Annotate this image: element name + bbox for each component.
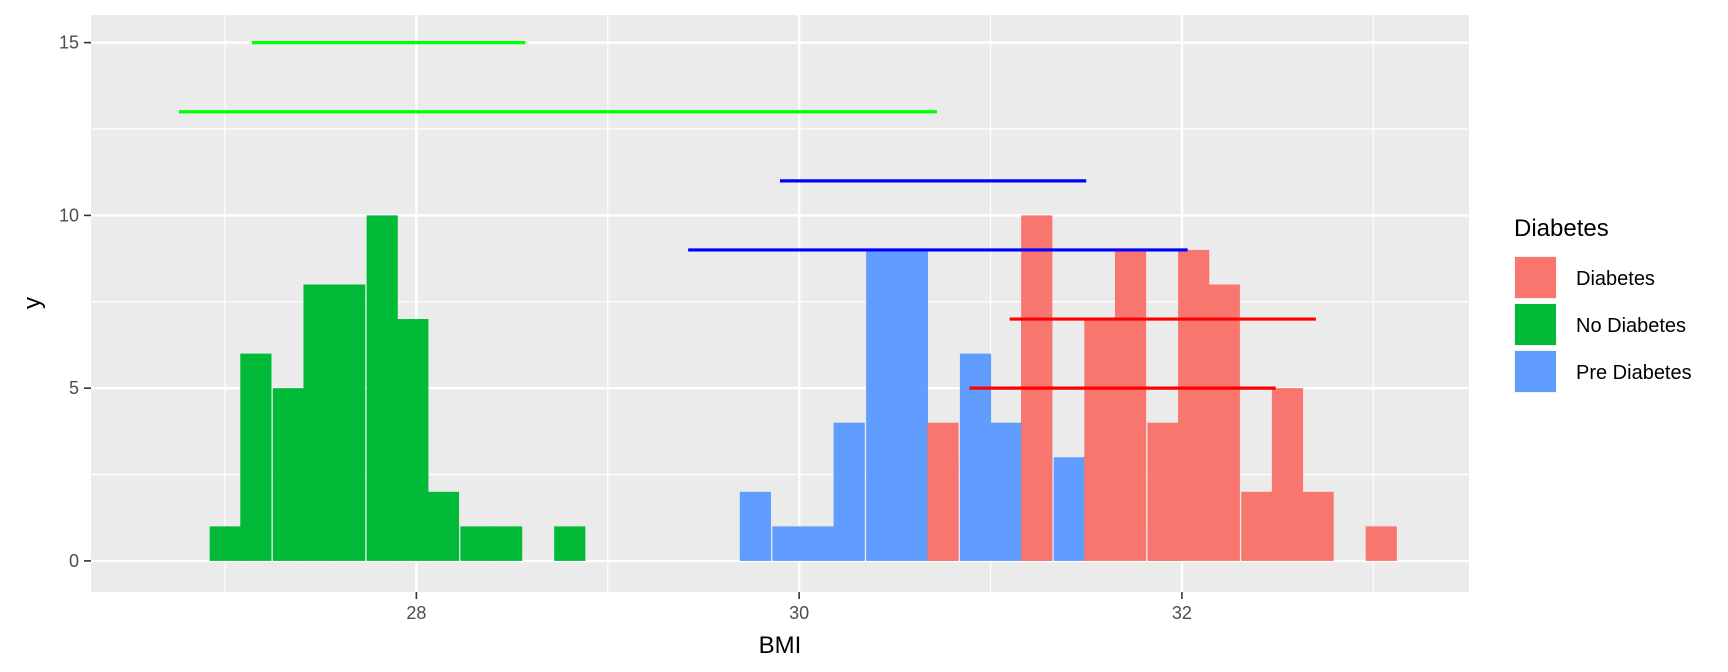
histogram-bar (1208, 284, 1240, 561)
histogram-bar (334, 284, 366, 561)
histogram-bar (896, 249, 928, 561)
histogram-bar (303, 284, 335, 561)
histogram-bar (240, 353, 272, 561)
histogram-bar (209, 526, 241, 561)
histogram-bar (1271, 388, 1304, 561)
histogram-bar (1241, 491, 1273, 561)
histogram-bar (554, 526, 586, 561)
legend-title: Diabetes (1514, 215, 1609, 242)
histogram-bar (833, 422, 865, 561)
histogram-bar (1053, 457, 1085, 561)
x-axis: 28 30 32 (406, 592, 1192, 623)
legend-swatch (1515, 351, 1556, 392)
histogram-bar (990, 422, 1022, 561)
x-tick-label: 28 (406, 603, 426, 623)
x-tick-label: 30 (789, 603, 809, 623)
legend: Diabetes Diabetes No Diabetes Pre Diabetes (1514, 215, 1692, 393)
y-tick-label: 10 (59, 205, 79, 225)
interval-segments (179, 41, 1316, 390)
histogram-bar (272, 388, 305, 561)
histogram-bar (1178, 249, 1210, 561)
legend-swatch (1515, 304, 1556, 345)
y-axis: 0 5 10 15 (59, 33, 91, 571)
x-tick-label: 32 (1172, 603, 1192, 623)
histogram-bar (1114, 249, 1147, 561)
histogram-bar (1147, 422, 1179, 561)
histogram-bar (491, 526, 523, 561)
y-tick-label: 15 (59, 33, 79, 53)
y-tick-label: 5 (69, 378, 79, 398)
histogram-bar (397, 319, 429, 561)
histogram-bar (460, 526, 492, 561)
legend-swatch (1515, 257, 1556, 298)
histogram-bars (209, 215, 1397, 561)
histogram-bar (1302, 491, 1334, 561)
y-axis-title: y (19, 297, 46, 309)
legend-label: No Diabetes (1576, 315, 1686, 337)
histogram-bar (866, 249, 898, 561)
legend-label: Pre Diabetes (1576, 362, 1692, 384)
legend-label: Diabetes (1576, 268, 1655, 290)
x-axis-title: BMI (759, 632, 802, 659)
histogram-bar (959, 353, 992, 561)
histogram-bar (1084, 319, 1116, 561)
histogram-bar (927, 422, 959, 561)
histogram-bar (802, 526, 835, 561)
histogram-bar (366, 215, 398, 561)
histogram-bar (427, 491, 460, 561)
histogram-bar (739, 491, 772, 561)
y-tick-label: 0 (69, 551, 79, 571)
histogram-bar (772, 526, 804, 561)
histogram-bar (1365, 526, 1397, 561)
